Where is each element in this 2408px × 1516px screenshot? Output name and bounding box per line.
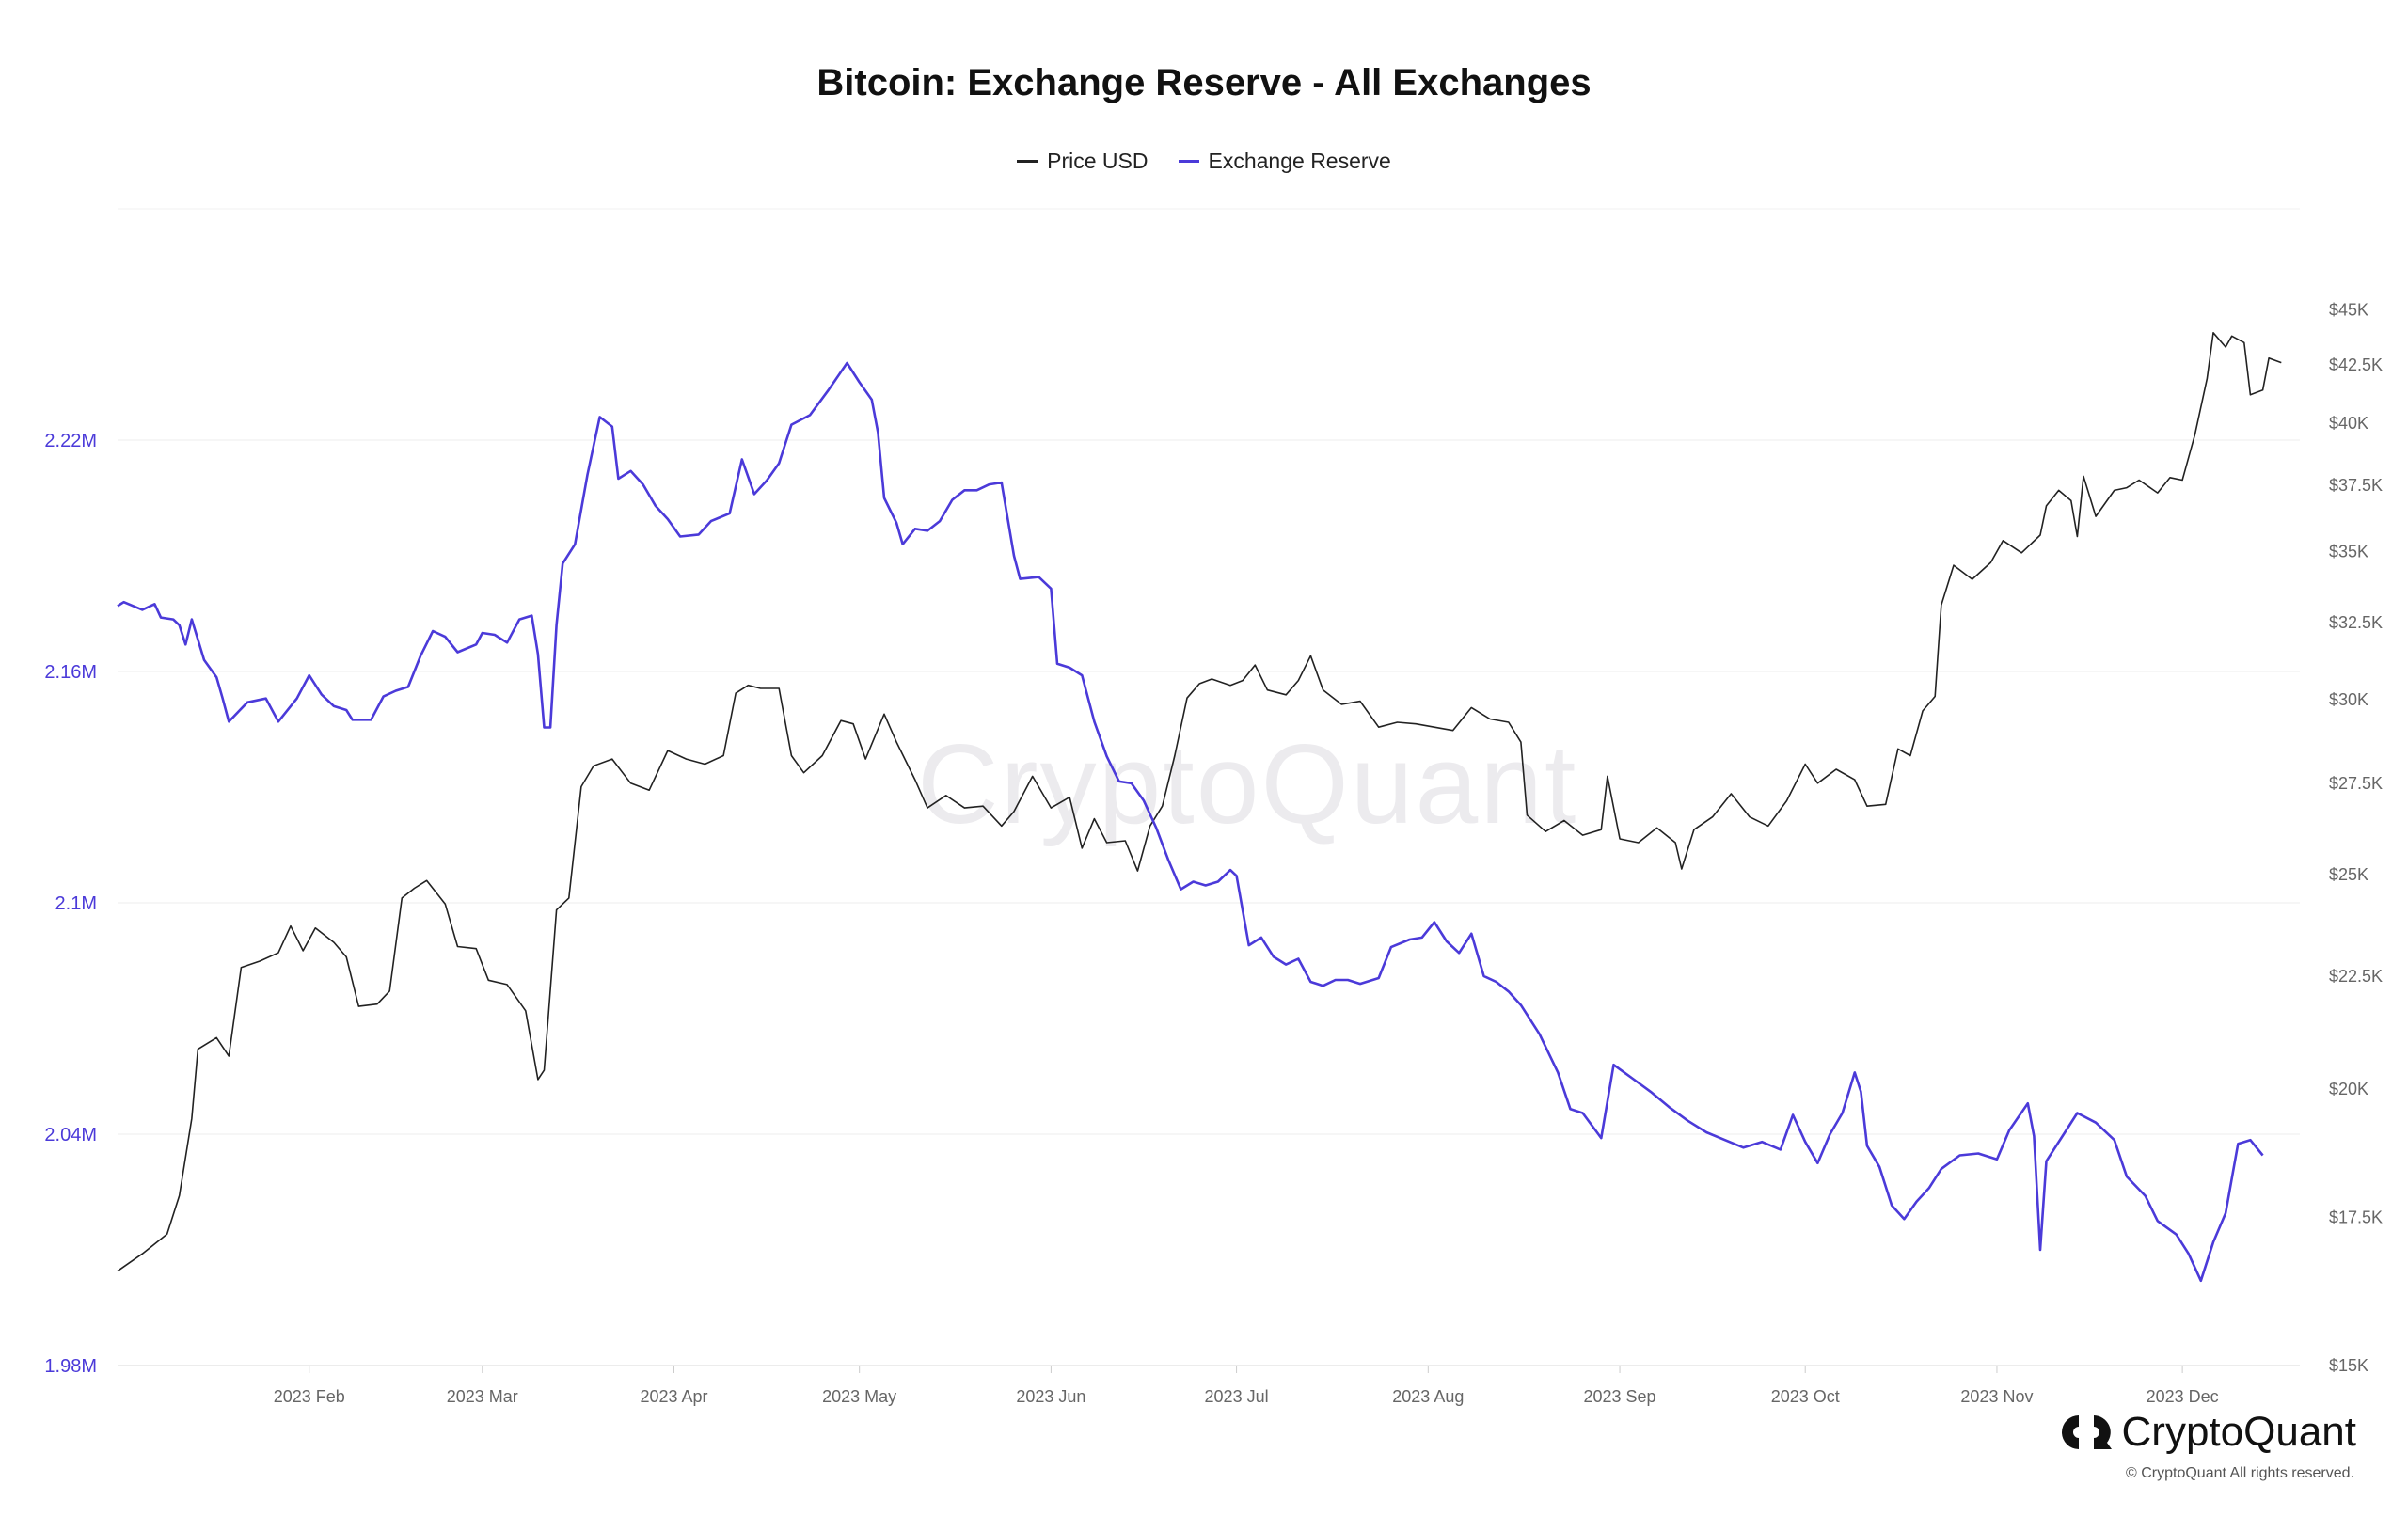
copyright-text: © CryptoQuant All rights reserved. xyxy=(2126,1465,2354,1481)
y-left-tick-label: 2.16M xyxy=(44,662,97,683)
legend: Price USD Exchange Reserve xyxy=(0,149,2408,174)
legend-swatch-reserve xyxy=(1178,160,1199,163)
legend-item-price[interactable]: Price USD xyxy=(1017,149,1149,174)
series-lines xyxy=(117,332,2282,1283)
y-right-tick-label: $17.5K xyxy=(2329,1208,2383,1227)
y-left-tick-label: 2.1M xyxy=(55,893,97,914)
y-right-tick-label: $35K xyxy=(2329,542,2368,561)
y-right-tick-label: $20K xyxy=(2329,1080,2368,1098)
chart-title: Bitcoin: Exchange Reserve - All Exchange… xyxy=(816,62,1592,103)
y-axis-left: 1.98M 2.04M 2.1M 2.16M 2.22M xyxy=(44,431,97,1377)
x-axis: 2023 Feb 2023 Mar 2023 Apr 2023 May 2023 Jun… xyxy=(274,1366,2219,1406)
x-tick-label: 2023 Apr xyxy=(640,1387,707,1406)
y-left-tick-label: 2.22M xyxy=(44,431,97,451)
legend-item-reserve[interactable]: Exchange Reserve xyxy=(1178,149,1391,174)
y-right-tick-label: $40K xyxy=(2329,414,2368,433)
x-tick-label: 2023 Jun xyxy=(1016,1387,1085,1406)
x-tick-label: 2023 Oct xyxy=(1771,1387,1840,1406)
y-right-tick-label: $22.5K xyxy=(2329,967,2383,986)
exchange-reserve-line xyxy=(117,361,2264,1283)
x-tick-label: 2023 Sep xyxy=(1584,1387,1656,1406)
legend-swatch-price xyxy=(1017,160,1038,163)
brand-name: CryptoQuant xyxy=(2121,1409,2356,1455)
x-tick-label: 2023 Nov xyxy=(1960,1387,2033,1406)
cryptoquant-logo-icon xyxy=(2061,1415,2112,1449)
legend-label-price: Price USD xyxy=(1047,149,1149,173)
x-tick-label: 2023 Jul xyxy=(1205,1387,1269,1406)
price-usd-line xyxy=(117,332,2282,1272)
y-left-tick-label: 1.98M xyxy=(44,1356,97,1377)
y-right-tick-label: $37.5K xyxy=(2329,476,2383,495)
y-right-tick-label: $15K xyxy=(2329,1356,2368,1375)
x-tick-label: 2023 May xyxy=(822,1387,896,1406)
y-right-tick-label: $25K xyxy=(2329,865,2368,884)
y-right-tick-label: $42.5K xyxy=(2329,355,2383,374)
x-tick-label: 2023 Mar xyxy=(447,1387,518,1406)
x-tick-label: 2023 Feb xyxy=(274,1387,345,1406)
y-right-tick-label: $30K xyxy=(2329,690,2368,709)
brand-logo: CryptoQuant xyxy=(2060,1409,2356,1456)
y-left-tick-label: 2.04M xyxy=(44,1125,97,1145)
x-tick-label: 2023 Dec xyxy=(2147,1387,2219,1406)
grid-lines xyxy=(118,208,2300,1366)
y-right-tick-label: $45K xyxy=(2329,301,2368,320)
y-axis-right: $15K $17.5K $20K $22.5K $25K $27.5K $30K $32.5K… xyxy=(2329,301,2383,1375)
watermark: CryptoQuant xyxy=(917,721,1578,847)
legend-label-reserve: Exchange Reserve xyxy=(1208,149,1391,173)
y-right-tick-label: $27.5K xyxy=(2329,774,2383,793)
y-right-tick-label: $32.5K xyxy=(2329,613,2383,632)
x-tick-label: 2023 Aug xyxy=(1392,1387,1464,1406)
